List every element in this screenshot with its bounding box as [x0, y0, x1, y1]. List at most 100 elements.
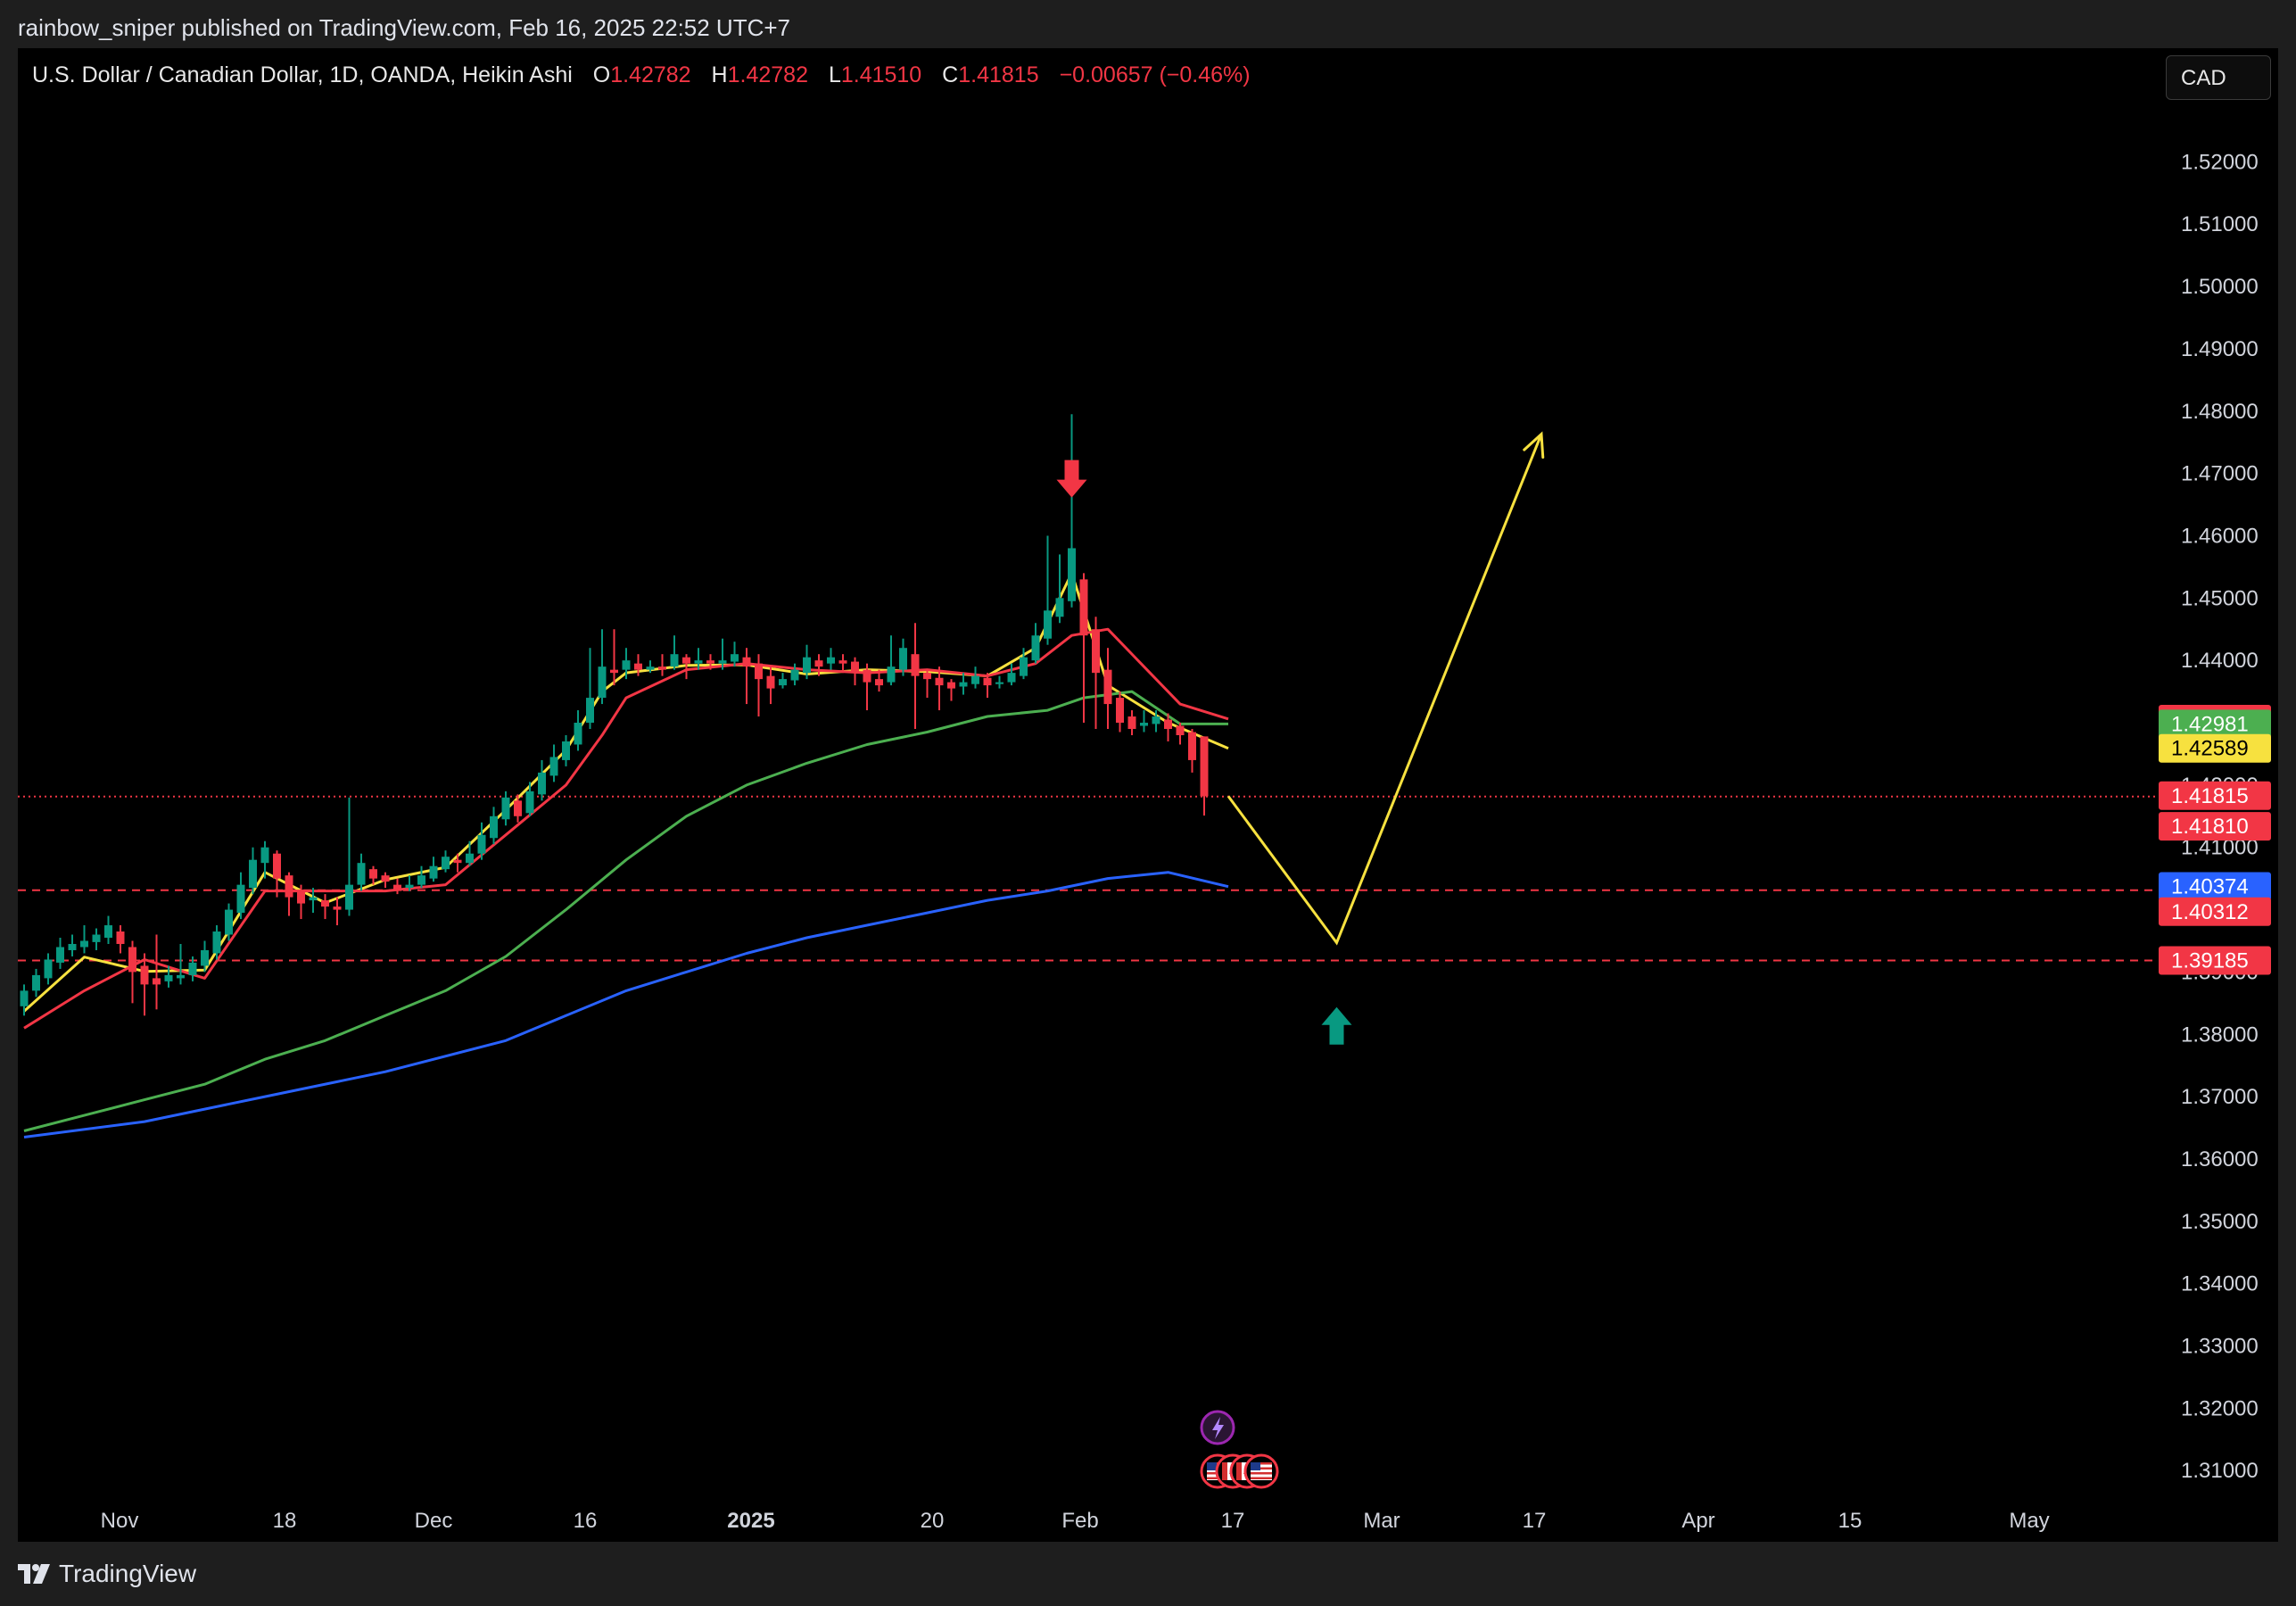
price-chart[interactable]: 1.52000 1.51000 1.50000 1.49000 1.48000 1.470…	[18, 48, 2278, 1542]
flag-canton	[1251, 1462, 1260, 1470]
close-value: 1.41815	[958, 62, 1039, 87]
candle-54	[658, 654, 666, 676]
currency-button[interactable]: CAD	[2166, 55, 2271, 100]
candle-17	[212, 925, 221, 960]
candle-44	[538, 759, 546, 801]
tradingview-logo-text: TradingView	[59, 1560, 197, 1587]
candle-body	[466, 853, 474, 864]
x-axis-tick-label: 17	[1523, 1509, 1547, 1533]
candle-body	[1140, 723, 1148, 726]
price-tag-background	[2159, 709, 2271, 739]
candle-20	[249, 847, 257, 895]
candle-62	[755, 654, 763, 717]
candle-body	[321, 900, 329, 907]
candle-28	[345, 797, 353, 916]
price-tag-6: 1.40374	[2159, 872, 2271, 901]
candle-35	[429, 857, 438, 882]
candle-body	[273, 853, 281, 879]
candle-53	[646, 660, 655, 674]
candle-body	[718, 660, 727, 664]
flag-stripe	[1251, 1462, 1272, 1465]
price-tag-2: 1.42981	[2159, 709, 2271, 739]
candle-body	[164, 974, 173, 981]
candle-68	[827, 648, 835, 670]
candle-body	[538, 772, 546, 795]
price-tag-label: 1.42589	[2171, 737, 2249, 761]
candle-body	[935, 677, 944, 686]
x-axis-tick-label: 2025	[727, 1509, 774, 1533]
candle-40	[490, 807, 498, 845]
candle-body	[1079, 579, 1088, 636]
candle-26	[321, 894, 329, 920]
candle-body	[140, 965, 149, 985]
projection-arrowhead-icon	[1523, 431, 1545, 459]
candle-76	[923, 669, 931, 699]
candle-body	[490, 815, 498, 839]
y-axis-tick-label: 1.33000	[2181, 1335, 2259, 1359]
candle-body	[514, 800, 522, 816]
candle-body	[225, 909, 233, 935]
candle-body	[814, 660, 823, 667]
candle-body	[68, 943, 77, 950]
candle-43	[525, 782, 534, 816]
candle-73	[887, 635, 896, 686]
price-tag-7: 1.40312	[2159, 897, 2271, 926]
candle-88	[1068, 414, 1076, 608]
y-axis-tick-label: 1.49000	[2181, 337, 2259, 361]
candle-body	[779, 679, 787, 686]
candle-body	[429, 865, 438, 879]
candle-78	[947, 679, 955, 701]
price-tag-label: 1.40312	[2171, 900, 2249, 924]
candle-23	[285, 872, 293, 916]
candle-84	[1020, 648, 1028, 680]
y-axis-tick-label: 1.48000	[2181, 400, 2259, 424]
candle-65	[790, 663, 799, 686]
candle-46	[562, 734, 570, 766]
candle-59	[718, 638, 727, 670]
price-tag-label: 1.41815	[2171, 784, 2249, 808]
candle-body	[682, 657, 690, 664]
candle-7	[92, 928, 101, 950]
candle-body	[345, 884, 353, 910]
x-axis-tick-label: Feb	[1061, 1509, 1098, 1533]
candle-body	[201, 949, 209, 966]
high-value: 1.42782	[727, 62, 808, 87]
candle-body	[1092, 629, 1100, 674]
candle-75	[911, 623, 920, 730]
tradingview-logo[interactable]: TradingView	[18, 1560, 196, 1588]
candle-8	[104, 915, 112, 944]
candle-body	[525, 791, 534, 814]
projection-line	[1226, 434, 1543, 946]
candle-body	[153, 978, 161, 985]
candle-body	[1068, 548, 1076, 601]
candle-body	[1164, 719, 1172, 730]
candle-body	[827, 657, 835, 664]
symbol-description: U.S. Dollar / Canadian Dollar, 1D, OANDA…	[32, 62, 573, 87]
symbol-legend: U.S. Dollar / Canadian Dollar, 1D, OANDA…	[32, 62, 1251, 88]
candle-63	[766, 666, 775, 705]
candle-18	[225, 903, 233, 941]
candle-79	[959, 673, 968, 695]
candle-95	[1152, 710, 1160, 733]
candle-19	[236, 872, 245, 920]
candle-81	[983, 673, 992, 699]
candle-body	[646, 666, 655, 670]
candle-body	[875, 679, 883, 686]
tradingview-logo-icon	[18, 1564, 50, 1584]
y-axis-tick-label: 1.50000	[2181, 275, 2259, 299]
candle-57	[694, 648, 703, 670]
candle-25	[309, 888, 318, 914]
candle-body	[995, 682, 1003, 684]
candle-body	[1103, 669, 1112, 705]
x-axis-tick-label: 20	[921, 1509, 945, 1533]
chart-pane[interactable]: 1.52000 1.51000 1.50000 1.49000 1.48000 1.470…	[18, 48, 2278, 1542]
candle-body	[1200, 736, 1209, 797]
candle-52	[634, 654, 642, 676]
candle-body	[1044, 610, 1052, 639]
y-axis-tick-label: 1.44000	[2181, 649, 2259, 673]
candle-55	[670, 635, 679, 670]
candle-body	[309, 897, 318, 901]
candle-39	[477, 822, 486, 860]
candle-27	[333, 897, 342, 926]
candle-91	[1103, 648, 1112, 730]
